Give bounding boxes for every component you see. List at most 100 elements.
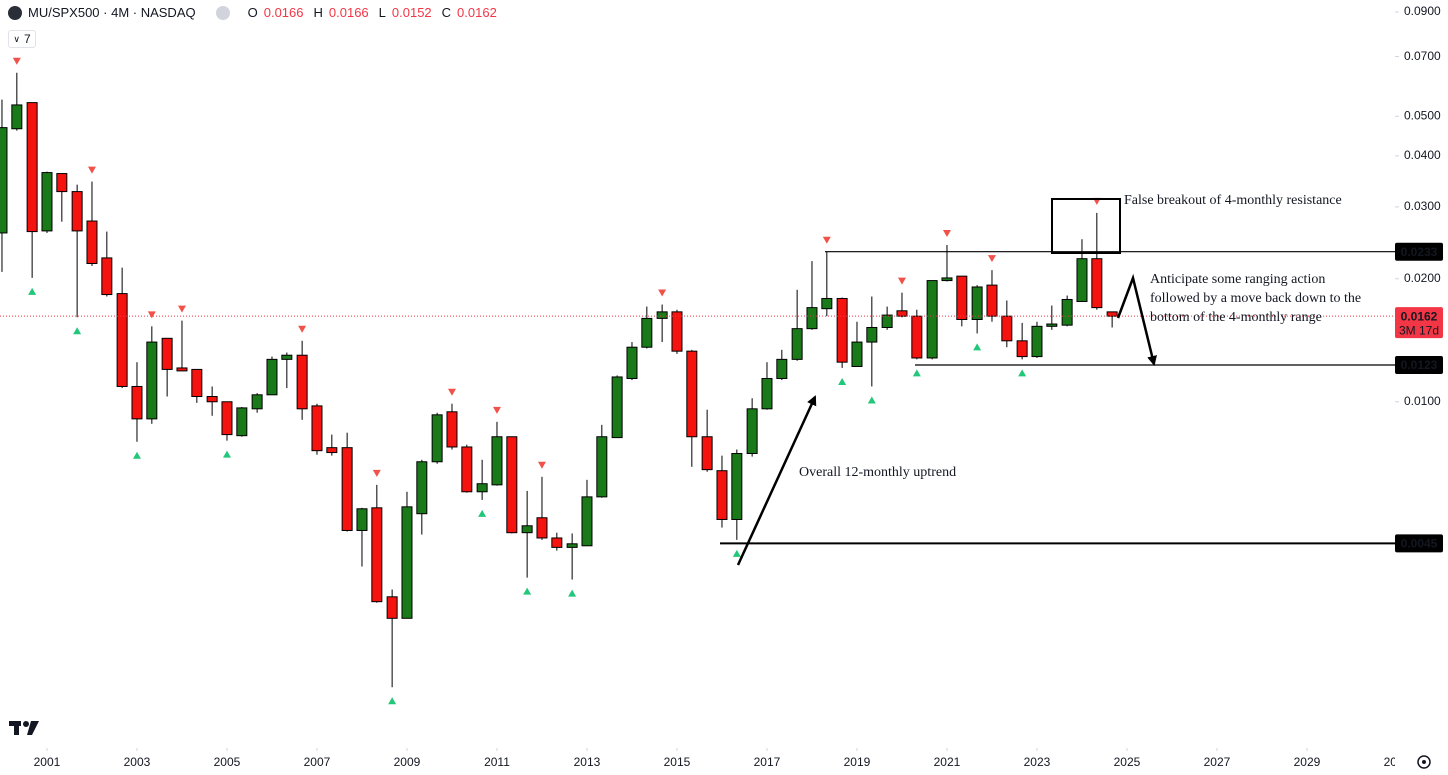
- fractal-low: [1018, 369, 1027, 377]
- fractal-high: [372, 469, 381, 477]
- ohlc-value: 0.0166: [328, 5, 369, 20]
- candle-body: [1091, 258, 1103, 309]
- y-tick-label: 0.0700: [1404, 49, 1441, 63]
- fractal-high: [658, 289, 667, 297]
- candle-body: [311, 405, 323, 452]
- candle-body: [566, 543, 578, 548]
- candle-body: [791, 328, 803, 360]
- fractal-low: [568, 589, 577, 597]
- ohlc-label: H: [313, 5, 323, 20]
- uptrend-arrow: [736, 395, 817, 566]
- countdown: 3M 17d: [1399, 323, 1439, 337]
- fractal-high: [147, 311, 156, 319]
- plot-area: [0, 57, 1395, 705]
- x-tick-label: 2007: [304, 755, 331, 769]
- candle-body: [971, 286, 983, 320]
- fractal-low: [732, 549, 741, 557]
- candle-body: [521, 525, 533, 534]
- fractal-high: [897, 277, 906, 285]
- fractal-low: [973, 343, 982, 351]
- fractal-high: [298, 325, 307, 333]
- candle-body: [0, 127, 8, 234]
- candle-body: [176, 367, 188, 372]
- candle-body: [851, 341, 863, 367]
- axes: 0.0900 0.0700 0.0500 0.0400 0.0300 0.0200 0.01…: [1395, 4, 1443, 553]
- ohlc-label: C: [441, 5, 452, 20]
- ohlc-value: 0.0162: [457, 5, 497, 20]
- candle-body: [446, 411, 458, 448]
- annotation: False breakout of 4-monthly resistance: [1124, 193, 1342, 208]
- x-tick-label: 2029: [1294, 755, 1321, 769]
- candle-body: [191, 368, 203, 398]
- candle-body: [101, 257, 113, 296]
- candle-body: [386, 596, 398, 619]
- candle-body: [86, 220, 98, 265]
- candle-body: [1061, 298, 1073, 326]
- drawings: False breakout of 4-monthly resistance A…: [736, 193, 1361, 566]
- price-axis: [1395, 0, 1448, 775]
- x-tick-label: 2015: [664, 755, 691, 769]
- y-tick-label: 0.0900: [1404, 4, 1441, 18]
- candle-body: [116, 293, 128, 387]
- candle-body: [536, 517, 548, 539]
- candle-body: [461, 446, 473, 493]
- fractal-low: [838, 377, 847, 385]
- x-tick-label: 2021: [934, 755, 961, 769]
- candle-body: [686, 350, 698, 438]
- y-tick-label: 0.0400: [1404, 148, 1441, 162]
- fractal-high: [177, 305, 186, 313]
- candle-body: [656, 311, 668, 319]
- chevron: ∨: [13, 33, 20, 44]
- candle-body: [131, 385, 143, 420]
- candle-body: [941, 277, 953, 282]
- level-label-box: [1395, 356, 1443, 375]
- price-label: 0.0162: [1401, 309, 1438, 323]
- annotation: bottom of the 4-monthly range: [1150, 310, 1322, 325]
- candle-body: [356, 508, 368, 531]
- fractal-low: [912, 369, 921, 377]
- candle-body: [71, 191, 83, 232]
- candle-body: [671, 311, 683, 352]
- candle-body: [881, 314, 893, 328]
- x-tick-label: 2005: [214, 755, 241, 769]
- candle-body: [236, 407, 248, 437]
- visibility-toggle[interactable]: [215, 5, 230, 20]
- indicator-toggle[interactable]: ∨ 7: [8, 30, 36, 48]
- x-tick-label: 2003: [124, 755, 151, 769]
- x-tick-label: 2023: [1024, 755, 1051, 769]
- x-tick-label: 2031: [1384, 755, 1411, 769]
- settings-icon[interactable]: [1417, 755, 1431, 769]
- level-label: 0.0233: [1401, 245, 1438, 259]
- level-label: 0.0045: [1401, 537, 1438, 551]
- candle-body: [371, 507, 383, 603]
- candle-body: [731, 452, 743, 520]
- x-tick-label: 2001: [34, 755, 61, 769]
- y-tick-label: 0.0100: [1404, 394, 1441, 408]
- candle-body: [1001, 315, 1013, 342]
- range-arrow: [1116, 273, 1157, 366]
- x-tick-label: 2027: [1204, 755, 1231, 769]
- ohlc-value: 0.0152: [391, 5, 432, 20]
- time-axis: 2001 2003 2005 2007 2009 2011 2013 2015 2017 2019…: [34, 748, 1411, 769]
- y-tick-label: 0.0200: [1404, 271, 1441, 285]
- fractal-high: [12, 57, 21, 65]
- candle-body: [1016, 340, 1028, 358]
- level-label: 0.0123: [1401, 358, 1438, 372]
- candle-body: [896, 310, 908, 317]
- fractal-high: [492, 406, 501, 414]
- candle-body: [551, 537, 563, 548]
- candle-body: [866, 326, 878, 343]
- candle-body: [836, 297, 848, 363]
- symbol-icon: [8, 5, 22, 20]
- fractal-low: [73, 327, 82, 335]
- candle-body: [611, 376, 623, 439]
- x-tick-label: 2025: [1114, 755, 1141, 769]
- candle-body: [626, 346, 638, 380]
- annotation: Overall 12-monthly uptrend: [799, 465, 956, 480]
- candle-body: [761, 378, 773, 410]
- candle-body: [401, 506, 413, 619]
- candle-body: [161, 337, 173, 370]
- annotation: followed by a move back down to the: [1150, 291, 1361, 306]
